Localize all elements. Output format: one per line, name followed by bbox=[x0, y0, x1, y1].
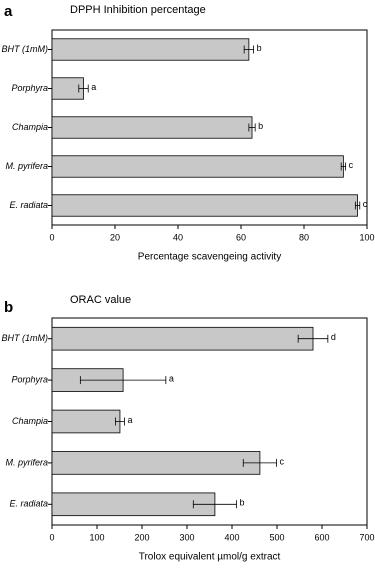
chart-title: DPPH Inhibition percentage bbox=[70, 4, 206, 16]
significance-letter: a bbox=[127, 415, 132, 425]
panel-label: a bbox=[4, 3, 13, 20]
y-tick-label: E. radiata bbox=[9, 499, 48, 509]
x-axis-label: Trolox equivalent µmol/g extract bbox=[139, 552, 281, 563]
significance-letter: c bbox=[349, 160, 354, 170]
chart-title: ORAC value bbox=[70, 294, 131, 306]
x-tick-label: 60 bbox=[236, 232, 246, 242]
significance-letter: d bbox=[331, 332, 336, 342]
significance-letter: c bbox=[363, 199, 368, 209]
y-tick-label: M. pyrifera bbox=[5, 161, 48, 171]
error-bar bbox=[243, 45, 255, 54]
x-tick-label: 0 bbox=[49, 532, 54, 542]
bar bbox=[51, 326, 314, 351]
y-tick-label: Porphyra bbox=[11, 83, 48, 93]
x-tick-label: 100 bbox=[359, 232, 374, 242]
y-tick-label: BHT (1mM) bbox=[2, 44, 49, 54]
bar bbox=[51, 492, 216, 517]
bar bbox=[51, 194, 358, 217]
x-axis-label: Percentage scavengeing activity bbox=[138, 252, 281, 263]
y-tick-label: BHT (1mM) bbox=[2, 333, 49, 343]
bar bbox=[51, 451, 261, 475]
x-tick-label: 0 bbox=[49, 232, 54, 242]
error-bar bbox=[78, 84, 89, 93]
significance-letter: a bbox=[91, 82, 96, 92]
x-tick-label: 600 bbox=[314, 532, 329, 542]
x-tick-label: 700 bbox=[359, 532, 374, 542]
x-tick-label: 200 bbox=[134, 532, 149, 542]
y-tick-label: Porphyra bbox=[11, 374, 48, 384]
significance-letter: b bbox=[240, 498, 245, 508]
significance-letter: b bbox=[257, 43, 262, 53]
y-tick-label: Champia bbox=[12, 416, 48, 426]
error-bar bbox=[79, 376, 167, 385]
y-tick-label: Champia bbox=[12, 122, 48, 132]
bar bbox=[51, 38, 250, 61]
y-tick-label: M. pyrifera bbox=[5, 457, 48, 467]
x-tick-label: 20 bbox=[110, 232, 120, 242]
panel-label: b bbox=[4, 299, 13, 316]
x-tick-label: 400 bbox=[224, 532, 239, 542]
significance-letter: c bbox=[280, 456, 285, 466]
error-bar bbox=[354, 201, 361, 210]
error-bar bbox=[248, 123, 256, 132]
error-bar bbox=[115, 417, 125, 426]
x-tick-label: 100 bbox=[89, 532, 104, 542]
error-bar bbox=[192, 500, 237, 509]
error-bar bbox=[297, 334, 329, 343]
x-tick-label: 40 bbox=[173, 232, 183, 242]
bar bbox=[51, 155, 344, 178]
x-tick-label: 300 bbox=[179, 532, 194, 542]
bar bbox=[51, 116, 253, 139]
x-tick-label: 500 bbox=[269, 532, 284, 542]
x-tick-label: 80 bbox=[299, 232, 309, 242]
error-bar bbox=[242, 458, 277, 467]
y-tick-label: E. radiata bbox=[9, 200, 48, 210]
significance-letter: a bbox=[169, 373, 174, 383]
error-bar bbox=[340, 162, 346, 171]
significance-letter: b bbox=[258, 121, 263, 131]
bar bbox=[51, 409, 121, 434]
